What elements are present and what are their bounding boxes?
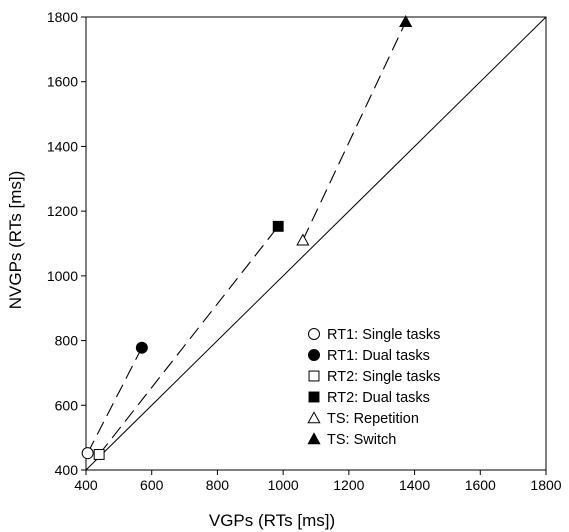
legend-marker-circle-filled (308, 349, 320, 361)
x-tick-label: 1600 (465, 477, 496, 493)
x-tick-label: 1200 (333, 477, 364, 493)
data-markers (81, 15, 413, 460)
x-tick-label: 800 (206, 477, 230, 493)
reference-line-group (85, 16, 547, 471)
y-tick-label: 600 (55, 397, 79, 413)
legend-marker-square-filled (308, 391, 320, 403)
y-tick-label: 400 (55, 462, 79, 478)
legend-label: RT2: Dual tasks (327, 390, 430, 406)
legend-label: RT2: Single tasks (327, 369, 440, 385)
connector-line-2 (98, 226, 279, 455)
legend-label: TS: Switch (327, 432, 396, 448)
x-axis-ticks: 400 600 800 1000 1200 1400 1600 1800 (74, 470, 562, 493)
y-tick-label: 1400 (47, 138, 78, 154)
legend-marker-circle-open (308, 328, 320, 340)
y-tick-label: 1600 (47, 74, 78, 90)
legend-label: RT1: Single tasks (327, 327, 440, 343)
x-tick-label: 400 (74, 477, 98, 493)
y-axis-ticks: 400 600 800 1000 1200 1400 1600 1800 (47, 9, 86, 478)
legend-label: RT1: Dual tasks (327, 348, 430, 364)
y-tick-label: 1000 (47, 268, 78, 284)
plot-frame (85, 16, 547, 471)
data-point-triangle-filled (399, 15, 413, 28)
x-tick-label: 1000 (268, 477, 299, 493)
data-point-square-filled (272, 220, 284, 232)
connector-line-3 (302, 21, 407, 241)
y-tick-label: 1200 (47, 203, 78, 219)
data-point-triangle-open (296, 233, 310, 246)
connector-line-1 (87, 347, 143, 454)
legend-marker-triangle-open (307, 411, 321, 424)
y-axis-title: NVGPs (RTs [ms]) (6, 171, 25, 310)
x-tick-label: 1400 (399, 477, 430, 493)
connector-lines (87, 21, 407, 455)
legend-marker-triangle-filled (307, 432, 321, 445)
x-tick-label: 600 (140, 477, 164, 493)
y-tick-label: 1800 (47, 9, 78, 25)
legend: RT1: Single tasks RT1: Dual tasks RT2: Sin… (307, 327, 440, 448)
x-axis-title: VGPs (RTs [ms]) (209, 511, 335, 530)
data-point-circle-filled (135, 341, 148, 354)
x-tick-label: 1800 (530, 477, 561, 493)
plot-border (85, 16, 547, 471)
legend-marker-square-open (308, 370, 320, 382)
data-point-square-open (93, 449, 105, 460)
data-point-circle-open (81, 447, 94, 460)
y-tick-label: 800 (55, 333, 79, 349)
legend-label: TS: Repetition (327, 411, 419, 427)
identity-line (85, 16, 547, 471)
